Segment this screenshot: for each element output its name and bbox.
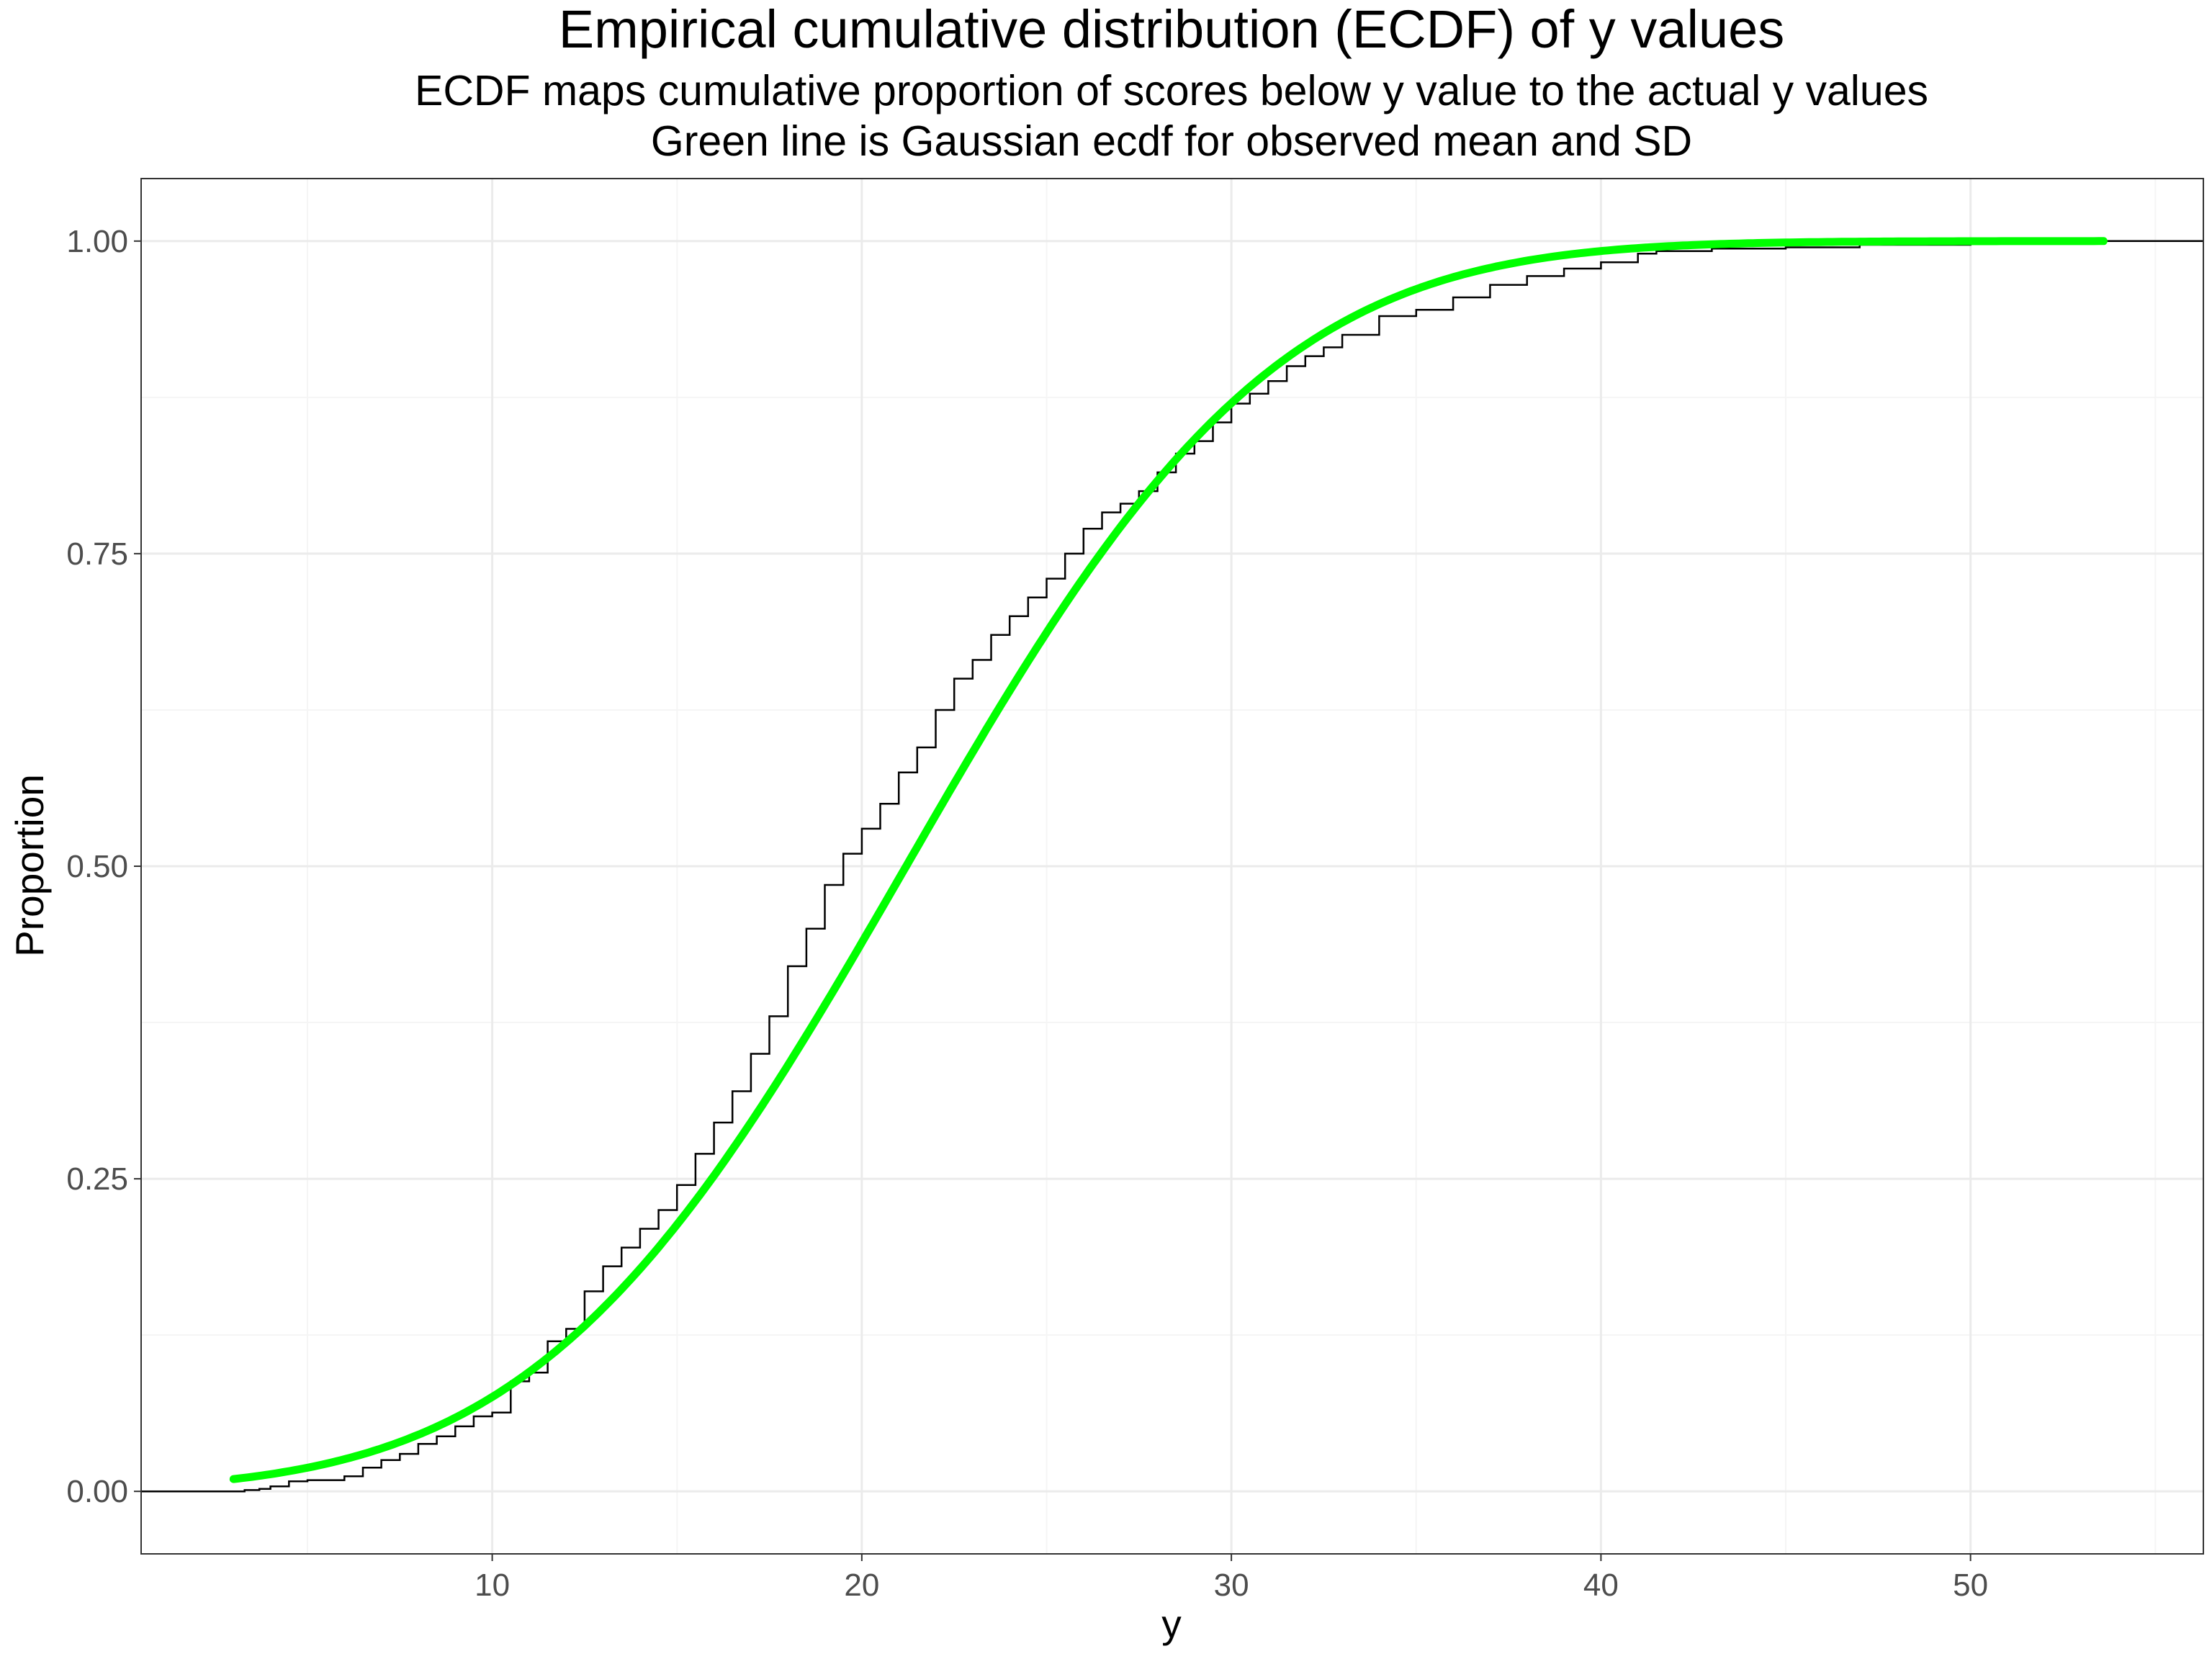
y-tick-label: 1.00 <box>66 224 128 259</box>
axis-ticks: 10 20 30 40 50 0.00 0.25 0.50 0.75 1.00 <box>66 224 1988 1603</box>
data-series <box>141 237 2203 1493</box>
x-tick-label: 50 <box>1953 1568 1988 1603</box>
y-tick-label: 0.75 <box>66 536 128 572</box>
x-tick-label: 30 <box>1214 1568 1249 1603</box>
chart-title: Empirical cumulative distribution (ECDF)… <box>559 0 1785 59</box>
gaussian-cdf-line <box>229 237 2108 1483</box>
x-tick-label: 10 <box>475 1568 510 1603</box>
y-tick-label: 0.50 <box>66 849 128 884</box>
y-tick-label: 0.00 <box>66 1474 128 1509</box>
chart-subtitle-line-2: Green line is Gaussian ecdf for observed… <box>651 117 1692 165</box>
y-tick-label: 0.25 <box>66 1161 128 1197</box>
y-axis-title: Proportion <box>7 774 52 957</box>
x-tick-label: 20 <box>844 1568 879 1603</box>
ecdf-step-line <box>141 240 2203 1493</box>
x-tick-label: 40 <box>1583 1568 1619 1603</box>
chart-subtitle-line-1: ECDF maps cumulative proportion of score… <box>415 67 1928 114</box>
grid-lines <box>141 179 2203 1554</box>
x-axis-title: y <box>1161 1601 1182 1646</box>
